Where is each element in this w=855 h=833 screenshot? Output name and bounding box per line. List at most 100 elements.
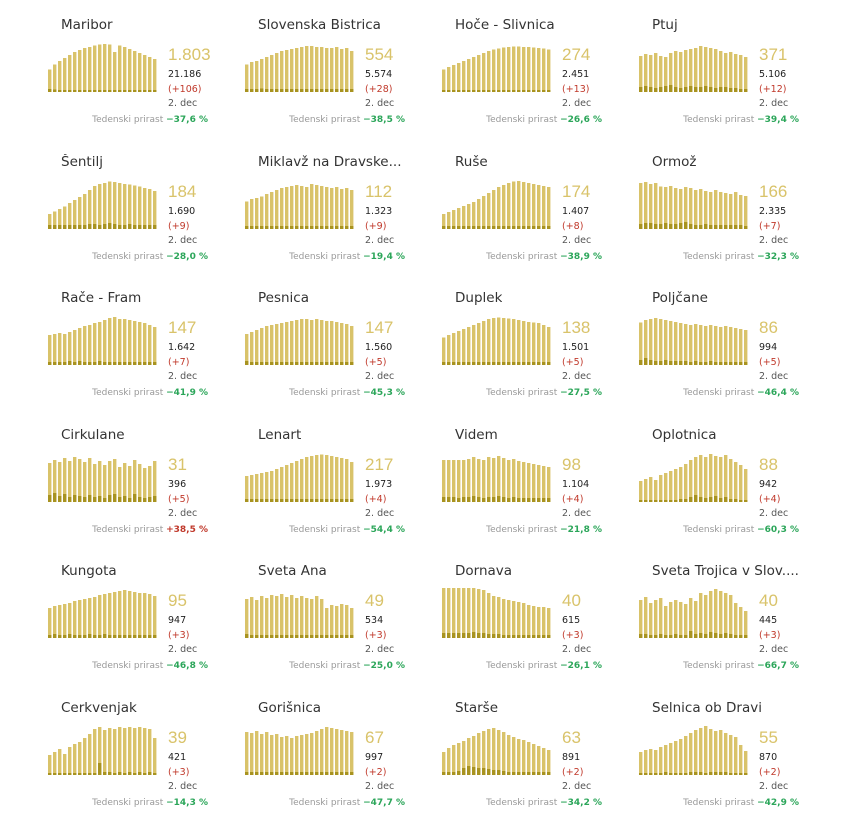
bar — [704, 47, 708, 92]
bar-new-cases — [502, 770, 506, 775]
bar-new-cases — [709, 224, 713, 229]
bar — [340, 729, 344, 775]
bar-new-cases — [739, 362, 743, 365]
bar — [73, 743, 77, 775]
bar-new-cases — [684, 635, 688, 638]
bar — [674, 468, 678, 502]
bar — [669, 185, 673, 229]
bar — [664, 472, 668, 502]
bar-new-cases — [542, 635, 546, 638]
bar-chart — [442, 317, 551, 365]
bar-new-cases — [103, 771, 107, 775]
bar — [58, 333, 62, 365]
bar-new-cases — [532, 771, 536, 775]
bar — [744, 750, 748, 775]
bar-new-cases — [325, 771, 329, 775]
bar-new-cases — [340, 89, 344, 92]
bar — [729, 458, 733, 502]
bar-new-cases — [153, 90, 157, 92]
bar-new-cases — [659, 223, 663, 229]
bar — [78, 50, 82, 92]
bar-new-cases — [310, 498, 314, 502]
total-cases: 1.104 — [562, 478, 590, 490]
bar-new-cases — [68, 772, 72, 775]
municipality-name: Oplotnica — [652, 426, 717, 443]
active-cases: 31 — [168, 454, 187, 474]
bar — [270, 734, 274, 775]
bar — [315, 47, 319, 92]
bar — [527, 741, 531, 775]
bar-new-cases — [290, 225, 294, 229]
bar — [452, 333, 456, 365]
bar — [689, 598, 693, 638]
bar — [310, 46, 314, 92]
bar-new-cases — [532, 497, 536, 502]
bar — [255, 61, 259, 92]
daily-delta: (+12) — [759, 84, 787, 95]
municipality-card: Videm 98 1.104 (+4) 2. dec Tedenski prirast −… — [442, 424, 638, 560]
bar-new-cases — [527, 771, 531, 775]
bar-chart — [639, 318, 748, 365]
bar — [63, 58, 67, 92]
weekly-growth-value: −66,7 % — [757, 661, 799, 671]
bar-new-cases — [679, 498, 683, 502]
bar — [482, 195, 486, 229]
bar-chart — [245, 726, 354, 775]
bar — [452, 65, 456, 92]
bar-new-cases — [63, 635, 67, 638]
bar-new-cases — [310, 362, 314, 365]
weekly-growth-label: Tedenski prirast — [92, 251, 167, 262]
bar-new-cases — [442, 225, 446, 229]
bar-new-cases — [265, 635, 269, 638]
bar-new-cases — [345, 771, 349, 775]
bar — [305, 186, 309, 229]
bar-new-cases — [53, 634, 57, 638]
bar-new-cases — [447, 362, 451, 365]
bar — [744, 468, 748, 502]
municipality-name: Lenart — [258, 426, 302, 443]
bar — [669, 470, 673, 502]
weekly-growth: Tedenski prirast −42,9 % — [683, 798, 799, 808]
bar — [295, 48, 299, 92]
bar-new-cases — [542, 771, 546, 775]
bar — [547, 49, 551, 92]
bar — [98, 460, 102, 502]
bar — [310, 732, 314, 775]
bar — [78, 741, 82, 775]
bar — [250, 62, 254, 92]
bar-new-cases — [674, 634, 678, 638]
bar — [462, 459, 466, 502]
bar-chart — [245, 594, 354, 638]
bar — [68, 332, 72, 365]
bar — [270, 55, 274, 92]
bar-new-cases — [517, 771, 521, 775]
bar — [88, 598, 92, 638]
bar-new-cases — [108, 494, 112, 502]
weekly-growth-value: −34,2 % — [560, 797, 602, 808]
date-label: 2. dec — [562, 98, 592, 109]
bar — [537, 745, 541, 775]
municipality-name: Cirkulane — [61, 426, 125, 443]
municipality-card: Miklavž na Dravske... 112 1.323 (+9) 2. dec T… — [245, 151, 441, 287]
total-cases: 994 — [759, 342, 778, 353]
bar-new-cases — [350, 362, 354, 365]
bar-new-cases — [669, 635, 673, 638]
bar — [714, 49, 718, 92]
active-cases: 40 — [759, 591, 778, 610]
bar — [290, 737, 294, 775]
bar-new-cases — [48, 89, 52, 92]
active-cases: 174 — [562, 181, 591, 201]
bar — [138, 322, 142, 365]
bar-new-cases — [477, 225, 481, 229]
bar-new-cases — [58, 772, 62, 775]
weekly-growth: Tedenski prirast −26,6 % — [486, 115, 602, 125]
bar-new-cases — [532, 225, 536, 229]
bar-new-cases — [719, 362, 723, 365]
bar — [659, 186, 663, 229]
bar — [340, 49, 344, 92]
bar — [350, 51, 354, 92]
bar — [280, 466, 284, 502]
bar-new-cases — [497, 225, 501, 229]
weekly-growth-value: −45,3 % — [363, 388, 405, 398]
municipality-card: Ptuj 371 5.106 (+12) 2. dec Tedenski prirast … — [639, 14, 835, 150]
